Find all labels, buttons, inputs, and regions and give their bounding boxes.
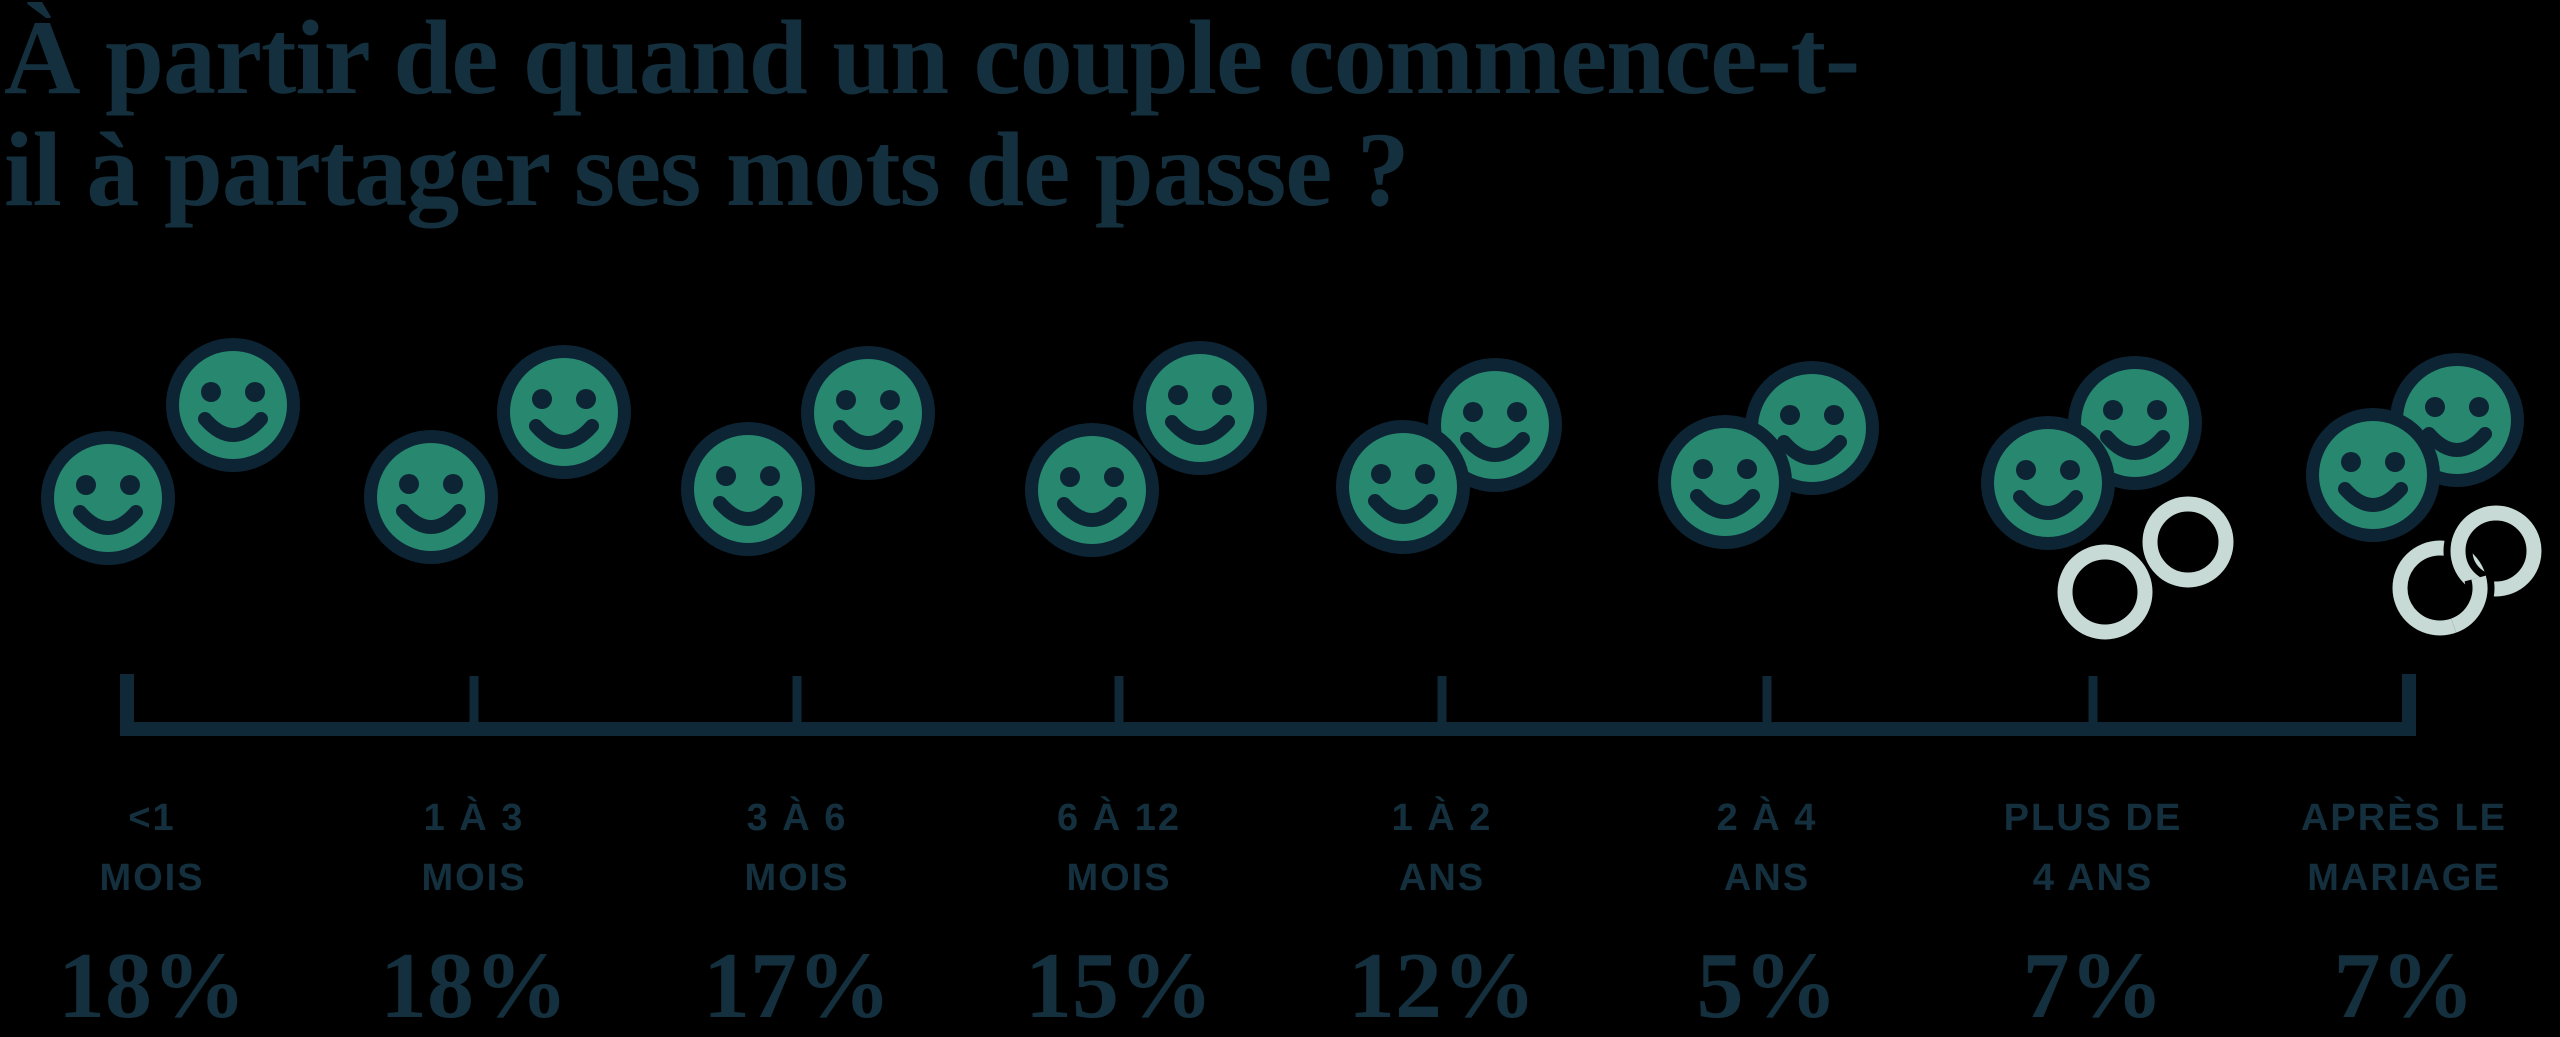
category-label: <1 MOIS: [99, 797, 205, 899]
wedding-ring-icon: [2450, 505, 2542, 597]
value-label: 7%: [2022, 934, 2164, 1037]
axis-tick: [469, 676, 479, 724]
value-label: 18%: [380, 934, 568, 1037]
value-label: 12%: [1348, 934, 1536, 1037]
value-label: 5%: [1696, 934, 1838, 1037]
page-title-line2: il à partager ses mots de passe ?: [4, 111, 1410, 228]
wedding-ring-link: [2450, 575, 2488, 633]
category-label: 6 À 12 MOIS: [1057, 797, 1181, 899]
wedding-ring-icon: [2057, 544, 2153, 640]
wedding-ring-icon: [2142, 496, 2234, 588]
timeline-axis: [120, 722, 2416, 736]
axis-end-tick-left: [120, 674, 134, 736]
category-label: 3 À 6 MOIS: [744, 797, 850, 899]
category-label: 1 À 3 MOIS: [421, 797, 527, 899]
category-label: 2 À 4 ANS: [1716, 797, 1818, 899]
page-title: À partir de quand un couple commence-t- …: [4, 2, 2524, 226]
axis-tick: [792, 676, 802, 724]
value-label: 15%: [1025, 934, 1213, 1037]
axis-tick: [1762, 676, 1772, 724]
category-label: 1 À 2 ANS: [1391, 797, 1493, 899]
category-label: PLUS DE 4 ANS: [2003, 797, 2183, 899]
axis-tick: [1437, 676, 1447, 724]
value-label: 7%: [2333, 934, 2475, 1037]
value-label: 18%: [58, 934, 246, 1037]
axis-end-tick-right: [2402, 674, 2416, 736]
axis-tick: [2088, 676, 2098, 724]
value-label: 17%: [703, 934, 891, 1037]
axis-tick: [1114, 676, 1124, 724]
category-label: APRÈS LE MARIAGE: [2300, 797, 2508, 899]
page-title-line1: À partir de quand un couple commence-t-: [4, 0, 1860, 116]
